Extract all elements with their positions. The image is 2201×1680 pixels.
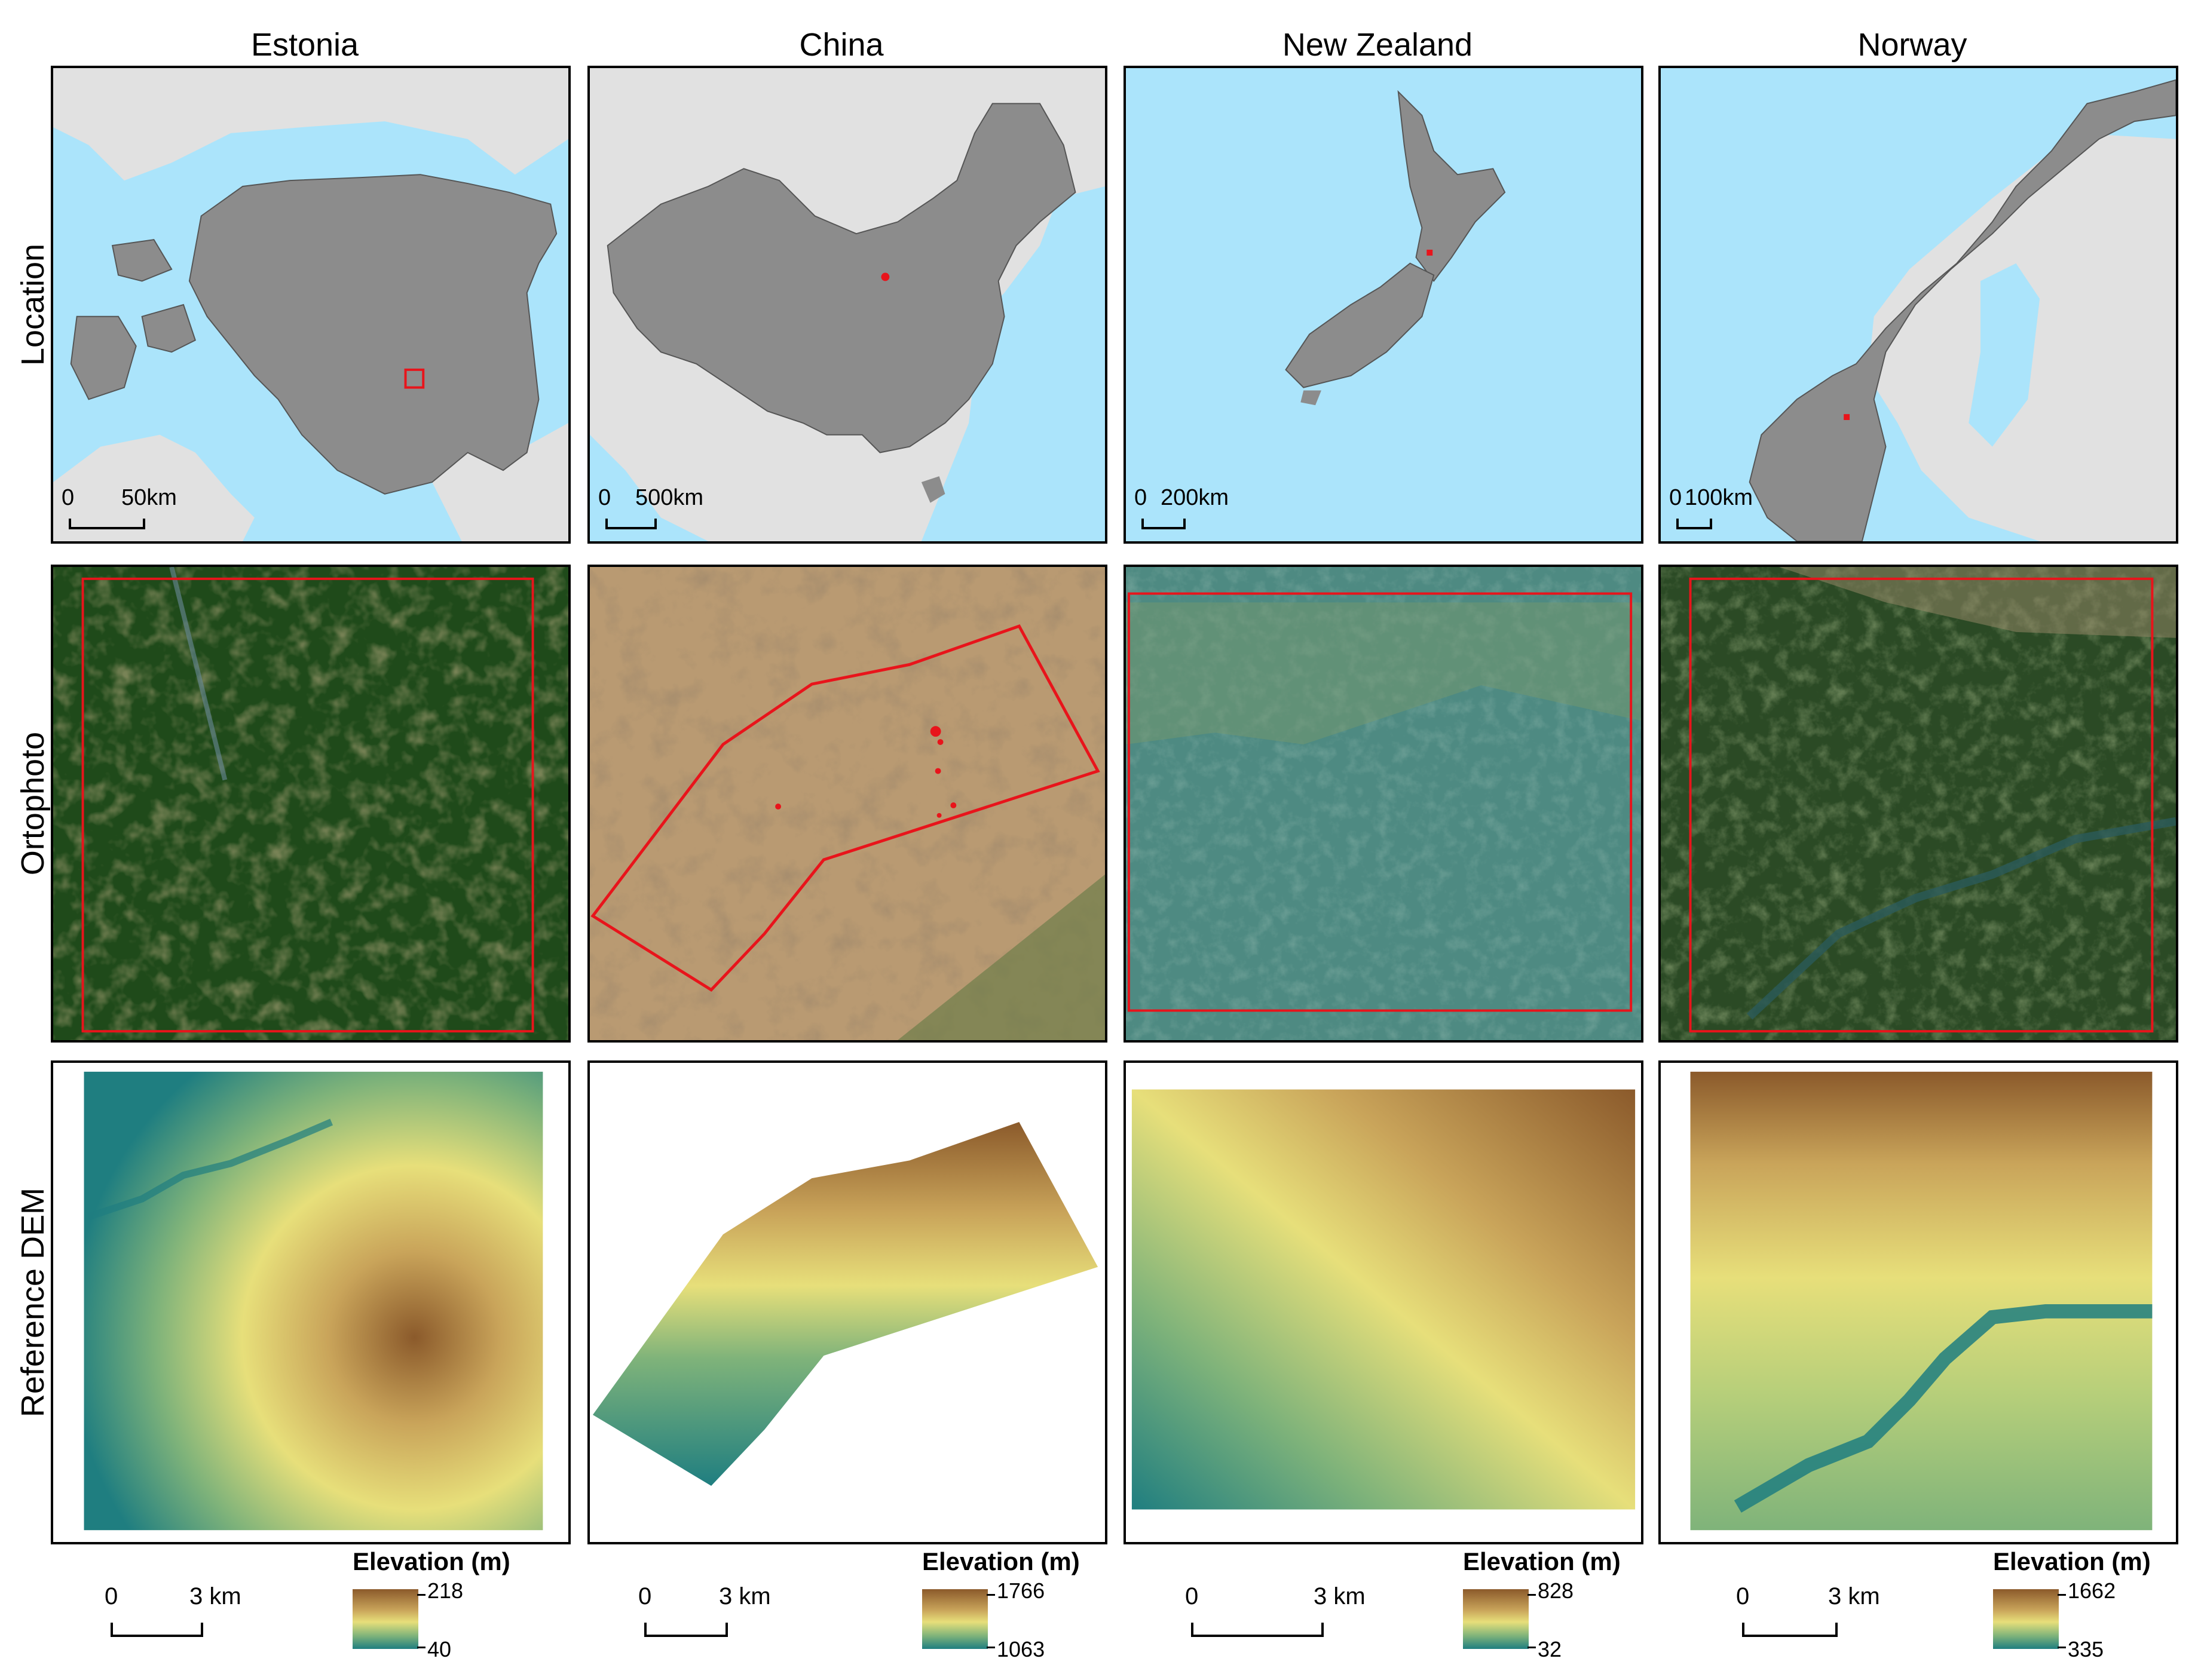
location-map-estonia: 0 50km xyxy=(51,66,571,544)
scale-bar-norway: 0 3 km xyxy=(1736,1583,1891,1649)
scale-bar-china: 0 3 km xyxy=(638,1583,794,1649)
elevation-legend-china: Elevation (m) 1766 1063 xyxy=(922,1547,1080,1661)
column-title-norway: Norway xyxy=(1857,27,1967,63)
location-scale-bar-new-zealand: 0 200km xyxy=(1134,485,1290,533)
elevation-legend-estonia: Elevation (m) 218 40 xyxy=(353,1547,510,1661)
location-map-new-zealand: 0 200km xyxy=(1124,66,1643,544)
orthophoto-norway xyxy=(1658,565,2178,1043)
orthophoto-china xyxy=(587,565,1107,1043)
orthophoto-new-zealand xyxy=(1124,565,1643,1043)
reference-dem-china xyxy=(587,1060,1107,1544)
scale-bar-estonia: 0 3 km xyxy=(105,1583,260,1649)
location-scale-bar-china: 0 500km xyxy=(598,485,754,533)
column-title-new-zealand: New Zealand xyxy=(1282,27,1473,63)
elevation-legend-new-zealand: Elevation (m) 828 32 xyxy=(1463,1547,1621,1661)
location-map-china: 0 500km xyxy=(587,66,1107,544)
reference-dem-norway xyxy=(1658,1060,2178,1544)
orthophoto-estonia xyxy=(51,565,571,1043)
column-title-china: China xyxy=(799,27,884,63)
reference-dem-estonia xyxy=(51,1060,571,1544)
location-scale-bar-norway: 0 100km xyxy=(1669,485,1825,533)
scale-bar-new-zealand: 0 3 km xyxy=(1185,1583,1366,1649)
elevation-legend-norway: Elevation (m) 1662 335 xyxy=(1993,1547,2151,1661)
location-map-norway: 0 100km xyxy=(1658,66,2178,544)
column-title-estonia: Estonia xyxy=(250,27,359,63)
location-scale-bar-estonia: 0 50km xyxy=(62,485,217,533)
reference-dem-new-zealand xyxy=(1124,1060,1643,1544)
